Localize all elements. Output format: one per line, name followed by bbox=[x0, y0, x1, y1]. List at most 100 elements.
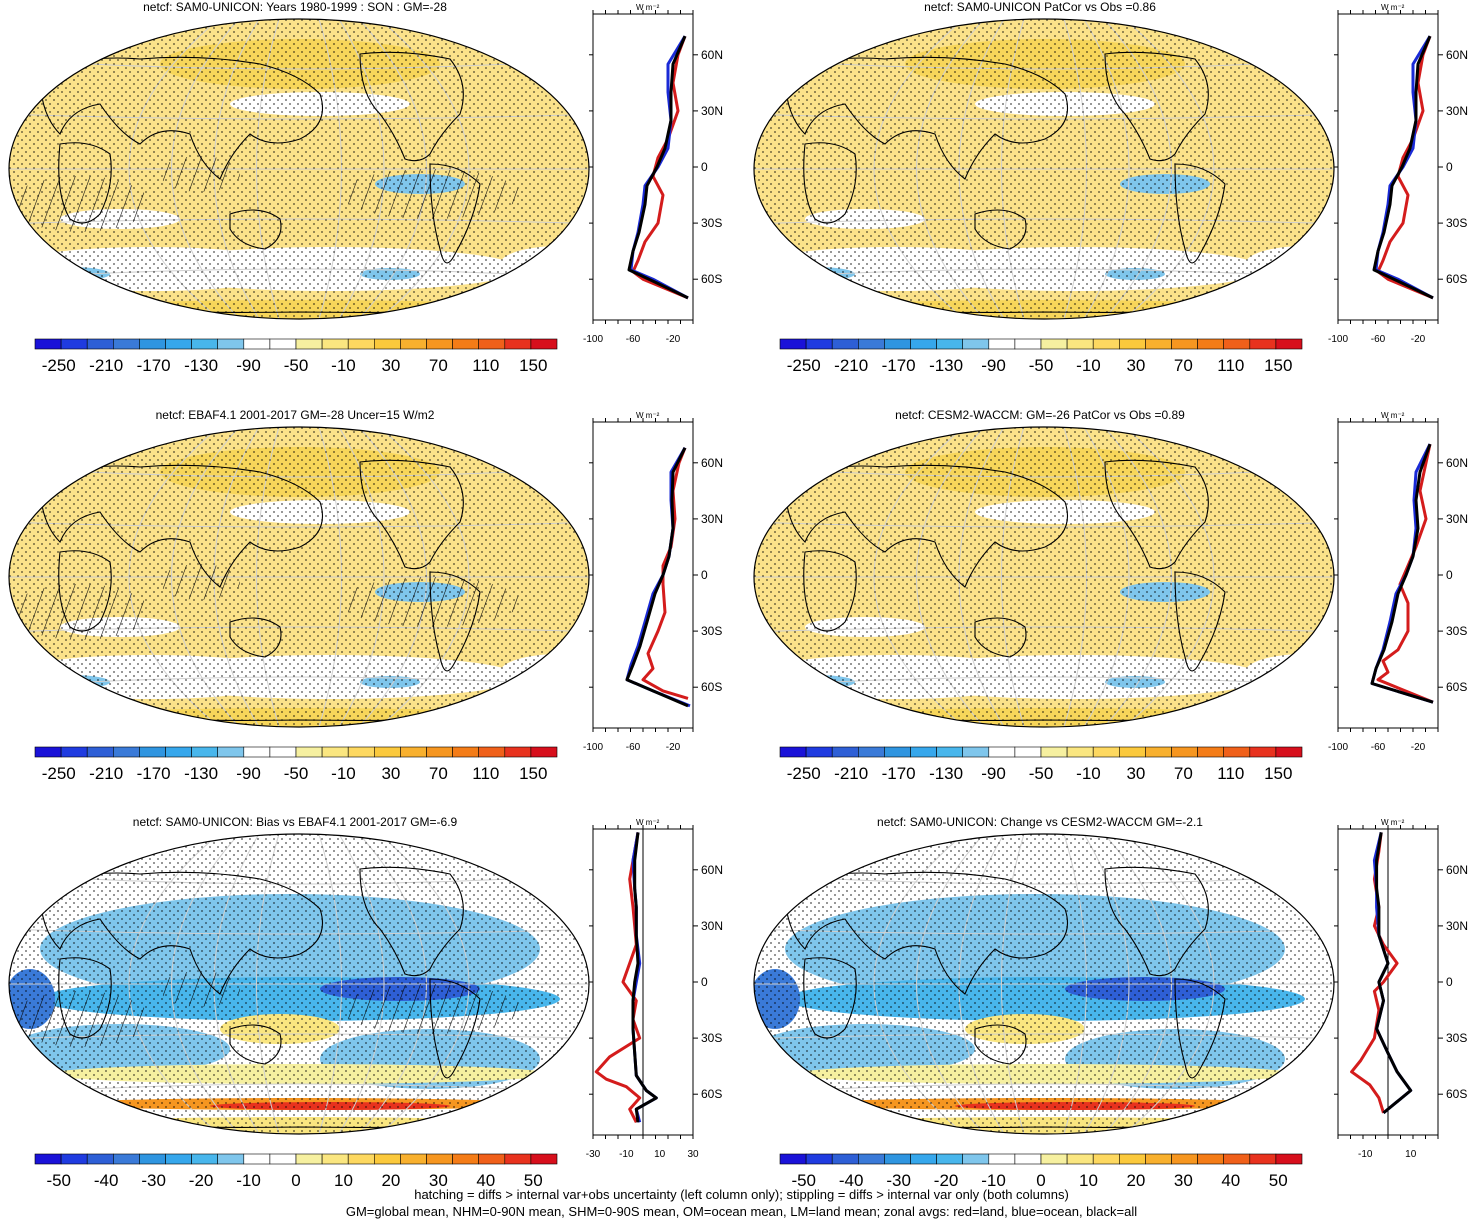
zonal-x-tick-label: 10 bbox=[1405, 1149, 1417, 1160]
colorbar-tick-label: 30 bbox=[1126, 764, 1145, 783]
colorbar-swatch bbox=[452, 1153, 480, 1165]
colorbar-swatch bbox=[1145, 338, 1172, 350]
colorbar-swatch bbox=[243, 746, 271, 758]
colorbar-tick-label: -20 bbox=[934, 1171, 959, 1190]
colorbar-swatch bbox=[34, 746, 62, 758]
stippling-overlay bbox=[9, 19, 589, 319]
stippling-overlay bbox=[9, 834, 589, 1134]
colorbar-swatch bbox=[779, 1153, 807, 1165]
colorbar-tick-label: -30 bbox=[886, 1171, 911, 1190]
colorbar-tick-label: -210 bbox=[89, 356, 123, 375]
zonal-x-tick-label: -100 bbox=[583, 334, 603, 345]
colorbar-swatch bbox=[400, 1153, 427, 1165]
colorbar-tick-label: 70 bbox=[429, 764, 448, 783]
colorbar-swatch bbox=[831, 338, 859, 350]
zonal-units-label: W m⁻² bbox=[1381, 3, 1405, 12]
footer-note-legend: GM=global mean, NHM=0-90N mean, SHM=0-90… bbox=[345, 1204, 1138, 1219]
colorbar-swatch bbox=[217, 338, 245, 350]
colorbar-swatch bbox=[1014, 746, 1042, 758]
zonal-units-label: W m⁻² bbox=[636, 818, 660, 827]
colorbar-swatch bbox=[1040, 338, 1068, 350]
colorbar-swatch bbox=[321, 746, 349, 758]
map-border bbox=[753, 18, 1335, 320]
colorbar-swatch bbox=[478, 746, 506, 758]
zonal-line-all bbox=[625, 447, 689, 708]
colorbar-swatch bbox=[295, 1153, 323, 1165]
zonal-mean-plot: W m⁻² 60N 30N 0 30S 60S -100 -60 -20 bbox=[1328, 411, 1468, 753]
zonal-x-tick-label: -20 bbox=[666, 334, 681, 345]
zonal-line-all bbox=[1375, 832, 1413, 1115]
zonal-mean-plot: W m⁻² 60N 30N 0 30S 60S -30 -10 10 30 bbox=[586, 818, 723, 1160]
colorbar-swatch bbox=[347, 1153, 375, 1165]
colorbar-swatch bbox=[191, 746, 219, 758]
colorbar-swatch bbox=[1066, 1153, 1094, 1165]
colorbar-swatch bbox=[34, 338, 62, 350]
colorbar-swatch bbox=[910, 1153, 937, 1165]
zonal-y-tick-label: 0 bbox=[1446, 160, 1453, 174]
map-border bbox=[753, 426, 1335, 728]
colorbar-swatch bbox=[962, 1153, 990, 1165]
zonal-line-all bbox=[631, 832, 658, 1123]
zonal-x-tick-label: -10 bbox=[1358, 1149, 1373, 1160]
zonal-x-tick-label: -10 bbox=[619, 1149, 634, 1160]
colorbar-swatch bbox=[1014, 1153, 1042, 1165]
zonal-y-tick-label: 30S bbox=[1446, 624, 1467, 638]
zonal-units-label: W m⁻² bbox=[1381, 411, 1405, 420]
colorbar-swatch bbox=[910, 338, 937, 350]
colorbar-tick-label: 110 bbox=[1217, 764, 1244, 783]
colorbar-tick-label: 110 bbox=[472, 764, 499, 783]
colorbar-tick-label: -10 bbox=[331, 356, 356, 375]
colorbar-tick-label: 20 bbox=[381, 1171, 400, 1190]
colorbar-swatch bbox=[373, 1153, 401, 1165]
footer-note-hatching: hatching = diffs > internal var+obs unce… bbox=[414, 1187, 1069, 1202]
zonal-x-tick-label: 30 bbox=[687, 1149, 699, 1160]
colorbar-tick-label: -250 bbox=[787, 764, 821, 783]
chart-panel: netcf: EBAF4.1 2001-2017 GM=-28 Uncer=15… bbox=[0, 408, 741, 813]
map-plot bbox=[753, 426, 1335, 728]
colorbar-tick-label: 30 bbox=[1126, 356, 1145, 375]
hatching-overlay bbox=[10, 971, 520, 1047]
colorbar-swatch bbox=[426, 338, 453, 350]
zonal-line-land bbox=[1376, 35, 1434, 300]
colorbar-tick-label: 50 bbox=[1269, 1171, 1288, 1190]
zonal-y-tick-label: 30S bbox=[1446, 1031, 1467, 1045]
colorbar-swatch bbox=[191, 1153, 219, 1165]
colorbar-tick-label: 10 bbox=[334, 1171, 353, 1190]
colorbar-tick-label: -130 bbox=[929, 764, 963, 783]
colorbar-swatch bbox=[962, 746, 990, 758]
colorbar-tick-label: -10 bbox=[1076, 356, 1101, 375]
zonal-x-tick-label: -20 bbox=[666, 742, 681, 753]
colorbar: -250 -210 -170 -130 -90 -50 -10 30 70 110 150 bbox=[779, 746, 1303, 783]
chart-title: netcf: SAM0-UNICON PatCor vs Obs =0.86 bbox=[924, 0, 1156, 14]
map-plot bbox=[8, 18, 590, 320]
zonal-line-land bbox=[631, 35, 689, 300]
colorbar-swatch bbox=[1092, 1153, 1120, 1165]
colorbar-tick-label: 40 bbox=[476, 1171, 495, 1190]
colorbar: -250 -210 -170 -130 -90 -50 -10 30 70 110 150 bbox=[34, 746, 558, 783]
colorbar-swatch bbox=[805, 338, 833, 350]
zonal-x-tick-label: -30 bbox=[586, 1149, 601, 1160]
colorbar-swatch bbox=[269, 1153, 297, 1165]
colorbar-swatch bbox=[139, 1153, 166, 1165]
zonal-x-tick-label: -100 bbox=[1328, 742, 1348, 753]
colorbar-swatch bbox=[243, 1153, 271, 1165]
colorbar-swatch bbox=[269, 338, 297, 350]
colorbar-swatch bbox=[858, 338, 885, 350]
zonal-x-tick-label: 10 bbox=[654, 1149, 666, 1160]
colorbar-swatch bbox=[191, 338, 219, 350]
zonal-y-tick-label: 30S bbox=[701, 1031, 722, 1045]
zonal-y-tick-label: 30S bbox=[1446, 216, 1467, 230]
colorbar-swatch bbox=[988, 338, 1016, 350]
zonal-x-tick-label: -60 bbox=[1371, 742, 1386, 753]
colorbar-swatch bbox=[1275, 1153, 1303, 1165]
chart-panel: netcf: SAM0-UNICON: Bias vs EBAF4.1 2001… bbox=[0, 815, 741, 1220]
colorbar-swatch bbox=[1040, 746, 1068, 758]
colorbar-tick-label: -170 bbox=[137, 764, 171, 783]
colorbar-swatch bbox=[530, 338, 558, 350]
chart-panel: netcf: SAM0-UNICON: Years 1980-1999 : SO… bbox=[0, 0, 741, 405]
colorbar-tick-label: -250 bbox=[42, 764, 76, 783]
colorbar-tick-label: -210 bbox=[834, 764, 868, 783]
colorbar-swatch bbox=[988, 746, 1016, 758]
colorbar-swatch bbox=[1171, 746, 1198, 758]
stippling-overlay bbox=[754, 427, 1334, 727]
